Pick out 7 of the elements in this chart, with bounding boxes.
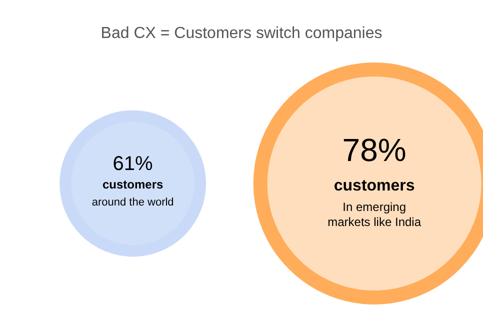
category-label: around the world <box>92 196 174 209</box>
text: Bad CX = Customers switch companies <box>100 25 382 42</box>
text: customers <box>334 177 415 194</box>
series-label: customers <box>102 177 164 192</box>
data-label: 78% <box>342 132 406 168</box>
category-label: In emerging markets like India <box>328 200 422 230</box>
data-label: 61% <box>112 152 154 175</box>
